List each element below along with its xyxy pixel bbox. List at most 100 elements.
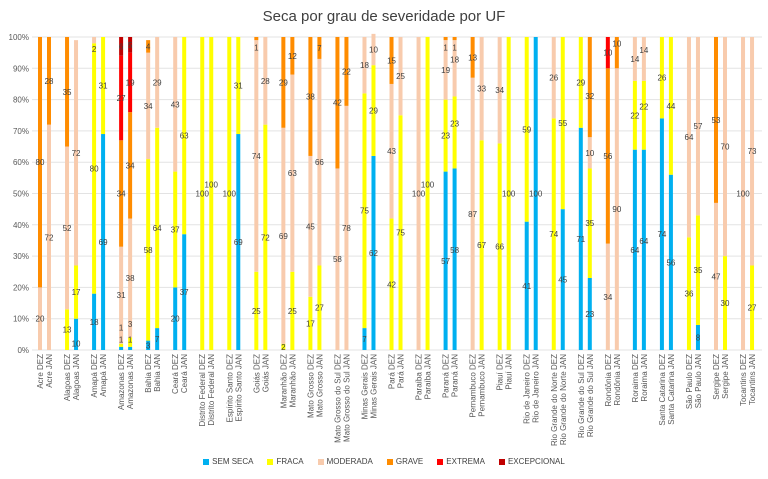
bar-segment-moderada (497, 37, 502, 144)
data-label: 52 (63, 224, 72, 233)
data-label: 74 (657, 230, 666, 239)
x-tick-label: Paraíba JAN (424, 354, 433, 400)
legend-swatch (267, 458, 274, 465)
y-tick-label: 20% (13, 283, 29, 292)
bar-segment-sem-seca (632, 149, 637, 350)
bar-segment-fraca (254, 271, 259, 350)
data-label: 23 (585, 310, 594, 319)
bar-segment-fraca (101, 37, 106, 135)
bar-segment-fraca (686, 237, 691, 350)
data-label: 64 (153, 224, 162, 233)
bar-segment-moderada (317, 58, 322, 266)
bar-segment-grave (47, 37, 51, 125)
x-tick-label: Rio Grande do Norte DEZ (550, 354, 559, 446)
data-label: 8 (696, 333, 701, 342)
bar-segment-fraca (173, 171, 178, 288)
bar-segment-grave (308, 37, 313, 156)
data-label: 14 (630, 55, 639, 64)
bar-segment-sem-seca (74, 318, 79, 350)
data-label: 100 (196, 190, 210, 199)
data-label: 62 (369, 249, 378, 258)
bar-segment-moderada (723, 37, 727, 257)
x-tick-label: Rio de Janeiro DEZ (523, 354, 532, 424)
x-tick-label: Espírito Santo JAN (234, 354, 243, 422)
data-label: 27 (315, 304, 324, 313)
bar-segment-fraca (443, 99, 448, 172)
bar-segment-fraca (452, 96, 457, 169)
bar-segment-moderada (452, 40, 457, 97)
bar-segment-grave (317, 37, 322, 59)
x-tick-label: Mato Grosso JAN (315, 354, 324, 417)
data-label: 7 (155, 335, 160, 344)
data-label: 26 (549, 74, 558, 83)
x-tick-label: Pará JAN (397, 354, 406, 388)
y-tick-label: 70% (13, 127, 29, 136)
data-label: 75 (396, 229, 405, 238)
y-tick-label: 100% (9, 33, 29, 42)
x-tick-label: Pará DEZ (388, 354, 397, 389)
x-tick-label: Minas Gerais JAN (369, 354, 378, 419)
data-label: 36 (685, 290, 694, 299)
bar-segment-fraca (695, 215, 700, 325)
x-tick-label: Goiás JAN (261, 354, 270, 392)
bar-segment-moderada (686, 37, 691, 238)
x-tick-label: Santa Catarina JAN (667, 354, 676, 425)
bar-segment-fraca (317, 265, 322, 350)
x-tick-label: Roraima JAN (640, 354, 649, 402)
data-label: 58 (144, 246, 153, 255)
bar-segment-moderada (416, 37, 421, 350)
bar-segment-fraca (524, 37, 529, 222)
data-label: 25 (288, 307, 297, 316)
x-tick-label: Mato Grosso DEZ (306, 354, 315, 418)
data-label: 12 (288, 52, 297, 61)
data-label: 10 (369, 46, 378, 55)
data-label: 73 (748, 147, 757, 156)
data-label: 1 (254, 44, 259, 53)
data-label: 100 (502, 190, 516, 199)
data-label: 55 (558, 119, 567, 128)
bar-segment-grave (470, 37, 475, 78)
bar-segment-excepcional (119, 37, 124, 56)
x-tick-label: Distrito Federal DEZ (198, 354, 207, 427)
bar-segment-fraca (578, 37, 583, 128)
x-tick-label: Pernambuco JAN (478, 354, 487, 417)
data-label: 80 (90, 164, 99, 173)
bar-segment-extrema (119, 55, 124, 141)
data-label: 10 (585, 149, 594, 158)
bar-segment-grave (128, 112, 133, 219)
x-tick-label: Roraima DEZ (631, 354, 640, 403)
data-label: 58 (333, 255, 342, 264)
bar-segment-sem-seca (524, 221, 529, 350)
data-label: 100 (529, 190, 543, 199)
legend-label: SEM SECA (212, 457, 254, 466)
x-tick-label: Amazonas JAN (126, 354, 135, 409)
bar-segment-moderada (335, 168, 340, 350)
bar-segment-grave (281, 37, 286, 128)
data-label: 18 (90, 318, 99, 327)
legend-label: MODERADA (326, 457, 373, 466)
bar-segment-grave (65, 37, 70, 147)
bar-segment-moderada (632, 37, 637, 81)
data-label: 1 (119, 323, 124, 332)
data-label: 66 (495, 243, 504, 252)
x-tick-label: Mato Grosso do Sul DEZ (333, 354, 342, 443)
data-label: 22 (342, 67, 351, 76)
x-tick-label: Tocantins DEZ (739, 354, 748, 406)
bar-segment-sem-seca (695, 324, 700, 350)
bar-segment-moderada (65, 146, 70, 310)
x-tick-label: Paraná DEZ (442, 354, 451, 398)
legend-item: GRAVE (386, 457, 423, 466)
bar-segment-grave (344, 37, 349, 106)
data-label: 23 (450, 119, 459, 128)
bar-segment-sem-seca (119, 346, 124, 350)
data-label: 69 (234, 238, 243, 247)
data-label: 100 (421, 181, 435, 190)
bar-segment-moderada (714, 202, 718, 350)
bar-segment-sem-seca (155, 328, 160, 350)
x-tick-label: Ceará JAN (180, 354, 189, 393)
data-label: 100 (736, 190, 750, 199)
y-tick-label: 80% (13, 96, 29, 105)
legend-swatch (437, 458, 444, 465)
x-tick-label: Bahia DEZ (144, 354, 153, 393)
bar-segment-moderada (443, 40, 448, 100)
